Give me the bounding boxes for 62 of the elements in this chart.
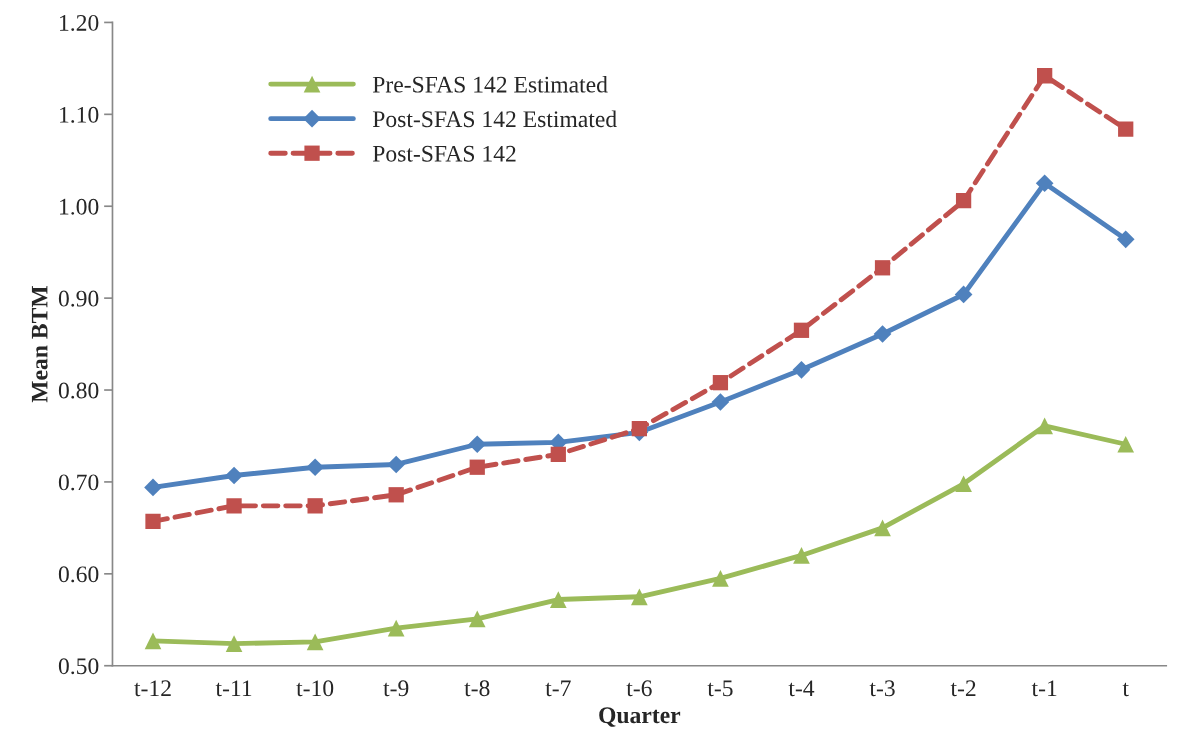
x-tick-label: t-7 xyxy=(545,680,571,697)
point xyxy=(144,632,162,650)
point xyxy=(387,619,405,637)
x-tick-label: t-8 xyxy=(464,680,490,697)
y-tick-label: 0.70 xyxy=(58,474,99,491)
point xyxy=(468,610,486,628)
legend-label: Post-SFAS 142 xyxy=(372,145,516,162)
x-tick-label: t-3 xyxy=(869,680,895,697)
y-axis-title: Mean BTM xyxy=(31,286,48,403)
x-tick-label: t-10 xyxy=(296,680,334,697)
x-tick-label: t-11 xyxy=(215,680,252,697)
point xyxy=(955,475,972,493)
point xyxy=(387,455,406,474)
point xyxy=(1118,121,1134,137)
point xyxy=(874,260,891,276)
point xyxy=(549,591,567,608)
point xyxy=(874,519,891,537)
point xyxy=(873,325,892,343)
point xyxy=(1117,435,1135,453)
point xyxy=(792,360,811,379)
x-tick-label: t-2 xyxy=(950,680,976,697)
point xyxy=(550,446,566,462)
x-axis-title: Quarter xyxy=(599,707,681,727)
point xyxy=(469,459,485,475)
y-tick-label: 1.20 xyxy=(60,14,99,31)
point xyxy=(1036,417,1053,435)
point xyxy=(712,375,729,391)
point xyxy=(225,635,243,652)
x-tick-label: t xyxy=(1122,682,1129,697)
point xyxy=(793,547,810,564)
point xyxy=(712,570,729,587)
x-tick-label: t-5 xyxy=(707,680,733,697)
y-tick-label: 0.60 xyxy=(58,566,99,583)
point xyxy=(793,322,810,338)
point xyxy=(306,633,324,651)
x-tick-label: t-1 xyxy=(1031,680,1057,697)
point xyxy=(955,193,972,209)
x-tick-label: t-9 xyxy=(383,680,409,697)
y-tick-label: 0.80 xyxy=(58,382,99,399)
point xyxy=(1116,230,1135,249)
point xyxy=(144,478,162,497)
legend-label: Post-SFAS 142 Estimated xyxy=(372,110,617,128)
y-tick-label: 0.90 xyxy=(58,290,99,307)
point xyxy=(307,498,323,514)
y-tick-label: 1.00 xyxy=(60,198,99,215)
point xyxy=(225,466,243,485)
y-tick-label: 0.50 xyxy=(58,658,99,675)
point xyxy=(388,487,404,503)
point xyxy=(954,285,973,304)
point xyxy=(306,458,324,477)
legend-label: Pre-SFAS 142 Estimated xyxy=(372,76,608,93)
x-tick-label: t-12 xyxy=(134,680,171,697)
point xyxy=(631,420,647,437)
point xyxy=(1035,174,1054,193)
point xyxy=(711,393,730,411)
x-tick-label: t-4 xyxy=(788,680,815,697)
point xyxy=(226,498,242,514)
x-tick-label: t-6 xyxy=(626,680,652,697)
point xyxy=(631,588,648,606)
point xyxy=(145,513,161,530)
y-tick-label: 1.10 xyxy=(60,106,99,123)
point xyxy=(1037,68,1053,84)
